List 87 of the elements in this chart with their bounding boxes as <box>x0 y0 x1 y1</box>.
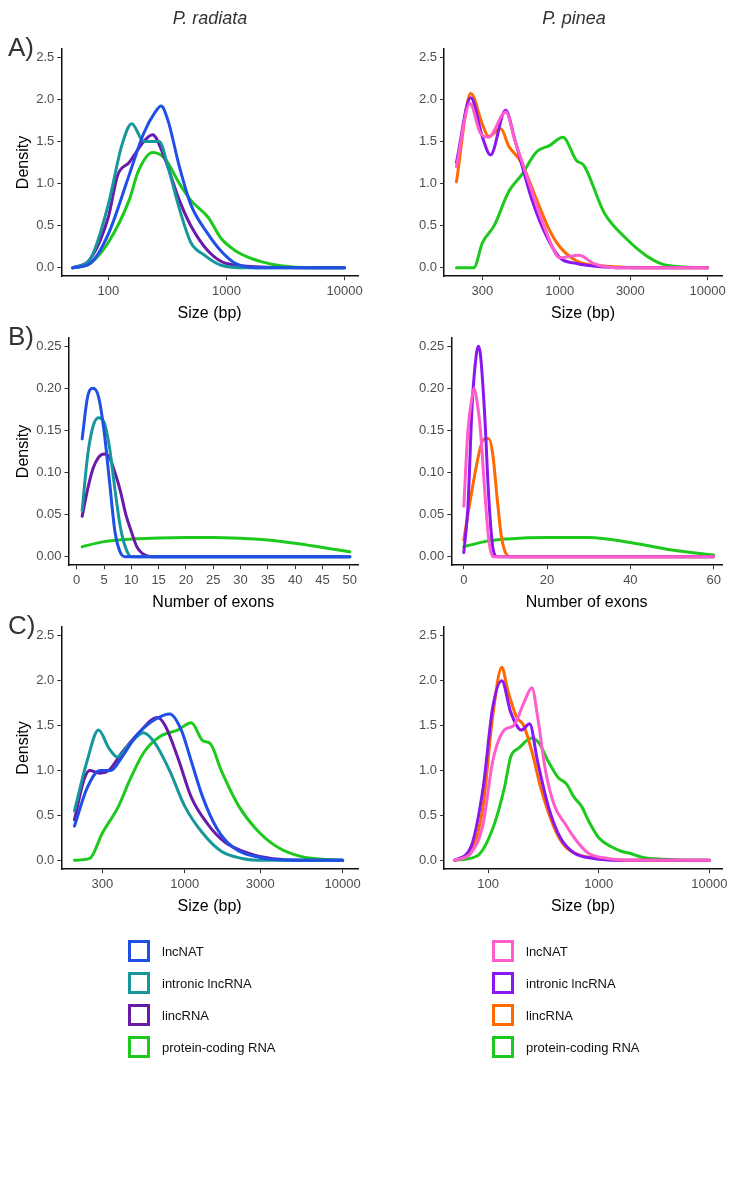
x-tick-label: 1000 <box>170 875 200 891</box>
y-tick-label: 0.05 <box>418 506 445 522</box>
y-tick-label: 0.0 <box>418 259 438 275</box>
y-tick-label: 1.0 <box>36 175 55 191</box>
legend-label: lncNAT <box>526 943 568 959</box>
y-tick-label: 1.0 <box>418 762 438 778</box>
y-tick-label: 2.0 <box>36 672 55 688</box>
x-axis-title: Number of exons <box>152 592 275 610</box>
y-tick-label: 0.5 <box>418 217 438 233</box>
legend-label: protein-coding RNA <box>162 1039 276 1055</box>
y-axis-title: Density <box>14 424 32 479</box>
y-tick-label: 0.20 <box>36 379 62 395</box>
x-axis-title: Size (bp) <box>177 303 242 321</box>
y-tick-label: 2.0 <box>418 90 438 106</box>
y-tick-label: 0.00 <box>36 548 62 564</box>
y-tick-label: 0.5 <box>36 217 55 233</box>
y-tick-label: 0.25 <box>418 337 445 353</box>
x-tick-label: 40 <box>287 571 303 587</box>
x-tick-label: 35 <box>260 571 276 587</box>
y-tick-label: 0.25 <box>36 337 62 353</box>
y-tick-label: 1.5 <box>418 717 438 733</box>
x-tick-label: 15 <box>151 571 166 587</box>
y-tick-label: 2.5 <box>418 627 438 643</box>
y-tick-label: 2.0 <box>36 90 55 106</box>
x-tick-label: 1000 <box>584 875 614 891</box>
y-tick-label: 2.5 <box>36 48 55 64</box>
y-tick-label: 2.5 <box>36 627 55 643</box>
x-tick-label: 45 <box>315 571 330 587</box>
x-axis-title: Number of exons <box>525 592 648 610</box>
chart-title: P. radiata <box>172 8 248 28</box>
text: B) <box>8 321 34 352</box>
y-tick-label: 0.15 <box>418 422 445 438</box>
x-tick-label: 30 <box>233 571 248 587</box>
y-tick-label: 0.0 <box>36 259 55 275</box>
y-axis-title: Density <box>14 721 32 775</box>
x-axis-title: Size (bp) <box>177 896 242 914</box>
x-tick-label: 25 <box>206 571 221 587</box>
x-tick-label: 10 <box>124 571 139 587</box>
y-tick-label: 2.5 <box>418 48 438 64</box>
y-tick-label: 0.05 <box>36 506 62 522</box>
x-tick-label: 10000 <box>326 282 363 298</box>
x-tick-label: 1000 <box>545 282 575 298</box>
x-tick-label: 60 <box>706 571 721 587</box>
x-tick-label: 10000 <box>691 875 728 891</box>
x-tick-label: 0 <box>460 571 468 587</box>
legend-label: protein-coding RNA <box>526 1039 640 1055</box>
x-tick-label: 100 <box>97 282 120 298</box>
text: C) <box>8 610 36 641</box>
legend-label: lincRNA <box>526 1007 573 1023</box>
chart-title: P. pinea <box>542 8 606 28</box>
x-tick-label: 300 <box>471 282 494 298</box>
x-tick-label: 3000 <box>245 875 275 891</box>
y-tick-label: 0.00 <box>418 548 445 564</box>
legend-label: lincRNA <box>162 1007 209 1023</box>
y-tick-label: 0.15 <box>36 422 62 438</box>
x-tick-label: 3000 <box>615 282 645 298</box>
x-axis-title: Size (bp) <box>551 303 616 321</box>
x-tick-label: 20 <box>539 571 555 587</box>
text: A) <box>8 32 34 63</box>
x-tick-label: 40 <box>623 571 638 587</box>
x-axis-title: Size (bp) <box>551 896 616 914</box>
y-tick-label: 1.0 <box>36 762 55 778</box>
y-tick-label: 0.0 <box>418 851 438 867</box>
y-tick-label: 0.5 <box>36 806 55 822</box>
legend-label: intronic lncRNA <box>162 975 252 991</box>
legend-label: lncNAT <box>162 943 204 959</box>
x-tick-label: 20 <box>178 571 194 587</box>
x-tick-label: 100 <box>477 875 499 891</box>
y-tick-label: 0.10 <box>36 464 62 480</box>
x-tick-label: 10000 <box>689 282 726 298</box>
x-tick-label: 300 <box>91 875 114 891</box>
y-axis-title: Density <box>14 135 32 190</box>
y-tick-label: 0.0 <box>36 851 55 867</box>
x-tick-label: 0 <box>73 571 81 587</box>
x-tick-label: 1000 <box>211 282 241 298</box>
y-tick-label: 1.0 <box>418 175 438 191</box>
y-tick-label: 1.5 <box>36 133 55 149</box>
y-tick-label: 0.20 <box>418 379 445 395</box>
y-tick-label: 1.5 <box>418 133 438 149</box>
x-tick-label: 5 <box>100 571 108 587</box>
y-tick-label: 2.0 <box>418 672 438 688</box>
x-tick-label: 10000 <box>324 875 361 891</box>
y-tick-label: 0.10 <box>418 464 445 480</box>
x-tick-label: 50 <box>342 571 358 587</box>
y-tick-label: 1.5 <box>36 717 55 733</box>
legend-label: intronic lncRNA <box>526 975 616 991</box>
y-tick-label: 0.5 <box>418 806 438 822</box>
